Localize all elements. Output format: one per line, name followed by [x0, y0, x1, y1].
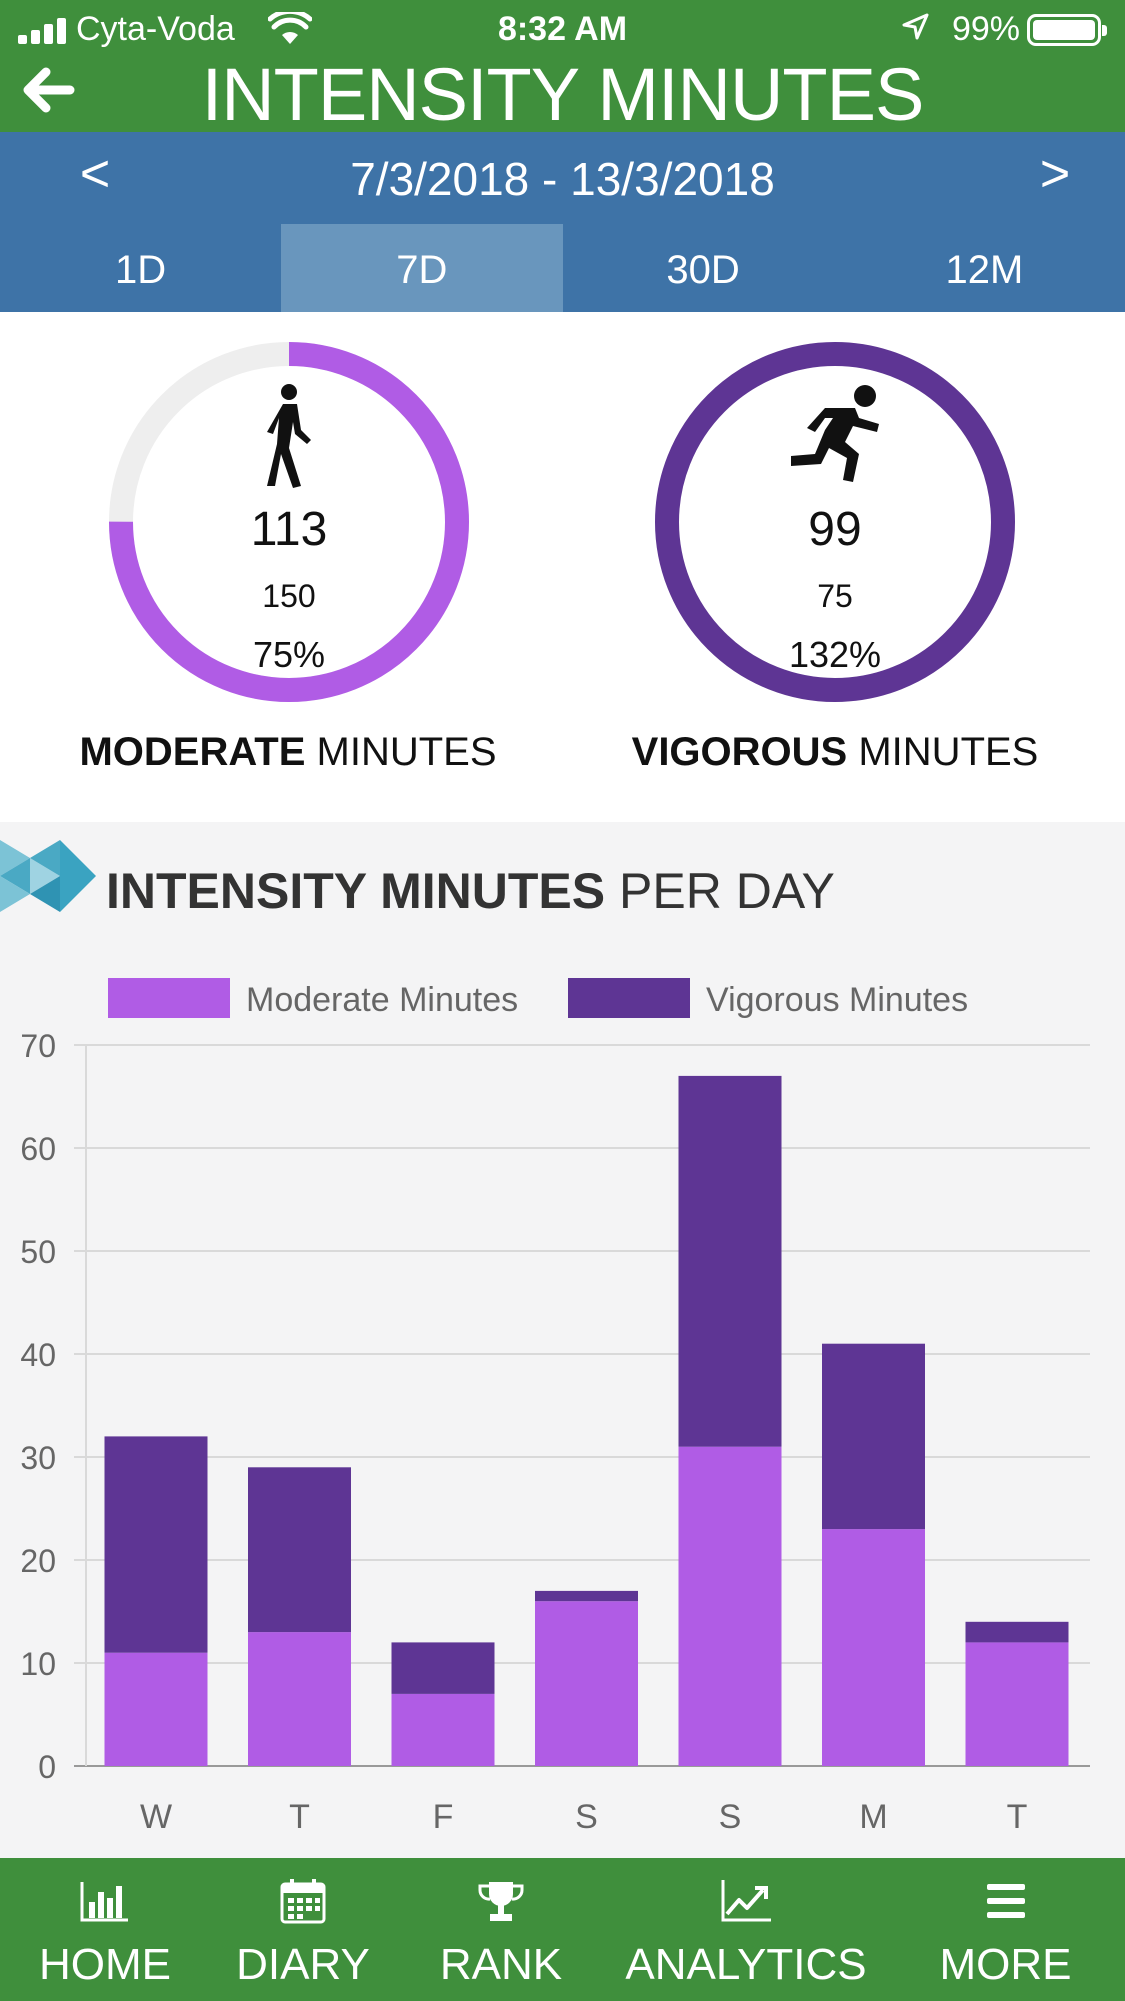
bar-segment	[678, 1075, 782, 1447]
wifi-icon	[268, 12, 312, 44]
vigorous-label-bold: VIGOROUS	[631, 730, 848, 774]
battery-icon	[1027, 14, 1107, 46]
nav-more-label: MORE	[939, 1940, 1072, 1989]
nav-diary-label: DIARY	[236, 1940, 370, 1989]
bar-segment	[391, 1642, 495, 1694]
tab-1d[interactable]: 1D	[115, 248, 167, 292]
legend-swatch	[568, 978, 690, 1018]
battery-percent: 99%	[951, 10, 1020, 48]
moderate-goal-value: 150	[262, 578, 316, 614]
y-tick-label: 70	[20, 1028, 56, 1064]
running-person-icon	[791, 385, 879, 482]
period-tabs: 1D 7D 30D 12M	[0, 224, 1125, 312]
summary-panel: 113 150 75% MODERATE MINUTES 99 75 132% …	[0, 312, 1125, 822]
nav-diary[interactable]: DIARY	[210, 1858, 396, 2001]
bar-segment	[104, 1652, 208, 1766]
bar-segment	[535, 1590, 638, 1602]
chevron-logo-icon	[0, 840, 96, 912]
clock: 8:32 AM	[497, 10, 628, 48]
tab-notch	[0, 305, 14, 313]
moderate-ring: 113 150 75%	[109, 342, 469, 702]
bar-segment	[965, 1621, 1069, 1643]
date-range-bar: < 7/3/2018 - 13/3/2018 >	[0, 132, 1125, 224]
bar-segment	[391, 1693, 495, 1766]
y-tick-label: 30	[20, 1440, 56, 1476]
nav-rank-label: RANK	[439, 1940, 563, 1989]
moderate-minutes-value: 113	[250, 503, 328, 556]
bar-chart-icon	[80, 1882, 128, 1922]
location-arrow-icon	[902, 13, 929, 40]
bar-segment	[678, 1446, 782, 1766]
vigorous-goal-value: 75	[817, 578, 853, 614]
x-tick-label: F	[433, 1798, 454, 1836]
chart-title-rest: PER DAY	[619, 863, 835, 919]
next-range-button[interactable]: >	[1039, 145, 1071, 203]
status-bar: Cyta-Voda 8:32 AM 99%	[0, 0, 1125, 56]
legend-label: Vigorous Minutes	[706, 981, 968, 1019]
back-arrow-icon[interactable]	[20, 62, 76, 118]
vigorous-ring: 99 75 132%	[655, 342, 1015, 702]
calendar-icon	[280, 1879, 326, 1924]
moderate-progress-arc	[109, 342, 469, 702]
x-tick-label: W	[140, 1798, 172, 1836]
moderate-minutes-label: MODERATE MINUTES	[8, 730, 568, 775]
vigorous-label-rest: MINUTES	[858, 730, 1039, 774]
moderate-percent: 75%	[252, 634, 326, 675]
bar-segment	[248, 1467, 351, 1633]
x-tick-label: T	[1007, 1798, 1028, 1836]
tab-30d[interactable]: 30D	[666, 248, 740, 292]
chart-title-bold: INTENSITY MINUTES	[106, 863, 606, 919]
vigorous-percent: 132%	[788, 634, 882, 675]
y-tick-label: 20	[20, 1543, 56, 1579]
nav-home[interactable]: HOME	[0, 1858, 210, 2001]
walking-person-icon	[267, 384, 311, 488]
nav-more[interactable]: MORE	[886, 1858, 1125, 2001]
bottom-nav: HOME DIARY RANK ANALYTICS	[0, 1858, 1125, 2001]
menu-icon	[986, 1884, 1025, 1918]
page-title: INTENSITY MINUTES	[201, 53, 925, 136]
bar-segment	[822, 1343, 925, 1530]
signal-icon	[18, 18, 68, 44]
y-tick-label: 10	[20, 1646, 56, 1682]
nav-rank[interactable]: RANK	[396, 1858, 606, 2001]
x-tick-label: S	[575, 1798, 598, 1836]
y-tick-label: 60	[20, 1131, 56, 1167]
previous-range-button[interactable]: <	[79, 145, 111, 203]
tab-12m[interactable]: 12M	[945, 248, 1024, 292]
nav-analytics-label: ANALYTICS	[625, 1940, 867, 1989]
trend-icon	[721, 1880, 771, 1922]
x-tick-label: T	[289, 1798, 310, 1836]
moderate-label-bold: MODERATE	[79, 730, 306, 774]
x-tick-label: S	[719, 1798, 742, 1836]
chart-title: INTENSITY MINUTES PER DAY	[106, 862, 835, 920]
vigorous-minutes-label: VIGOROUS MINUTES	[555, 730, 1115, 775]
title-bar: Cyta-Voda 8:32 AM 99% INTENSITY MINUTES	[0, 0, 1125, 136]
moderate-label-rest: MINUTES	[316, 730, 497, 774]
vigorous-progress-arc	[655, 342, 1015, 702]
bar-segment	[965, 1642, 1069, 1766]
bar-segment	[248, 1632, 351, 1766]
y-tick-label: 0	[38, 1749, 56, 1785]
date-range-label: 7/3/2018 - 13/3/2018	[350, 153, 775, 205]
carrier-name: Cyta-Voda	[76, 10, 235, 48]
x-tick-label: M	[859, 1798, 887, 1836]
trophy-icon	[478, 1882, 524, 1921]
vigorous-minutes-value: 99	[808, 503, 862, 556]
chart-section-header: INTENSITY MINUTES PER DAY	[0, 822, 1125, 952]
y-tick-label: 40	[20, 1337, 56, 1373]
legend-label: Moderate Minutes	[246, 981, 518, 1019]
bar-segment	[104, 1436, 208, 1653]
nav-home-label: HOME	[39, 1940, 171, 1989]
bar-segment	[535, 1601, 638, 1766]
legend-swatch	[108, 978, 230, 1018]
bar-segment	[822, 1529, 925, 1766]
intensity-minutes-chart: 0 10 20 30 40 50 60 70 Moderate Minutes Vigorous …	[20, 978, 1090, 1836]
nav-analytics[interactable]: ANALYTICS	[606, 1858, 886, 2001]
y-tick-label: 50	[20, 1234, 56, 1270]
tab-7d[interactable]: 7D	[281, 224, 563, 312]
